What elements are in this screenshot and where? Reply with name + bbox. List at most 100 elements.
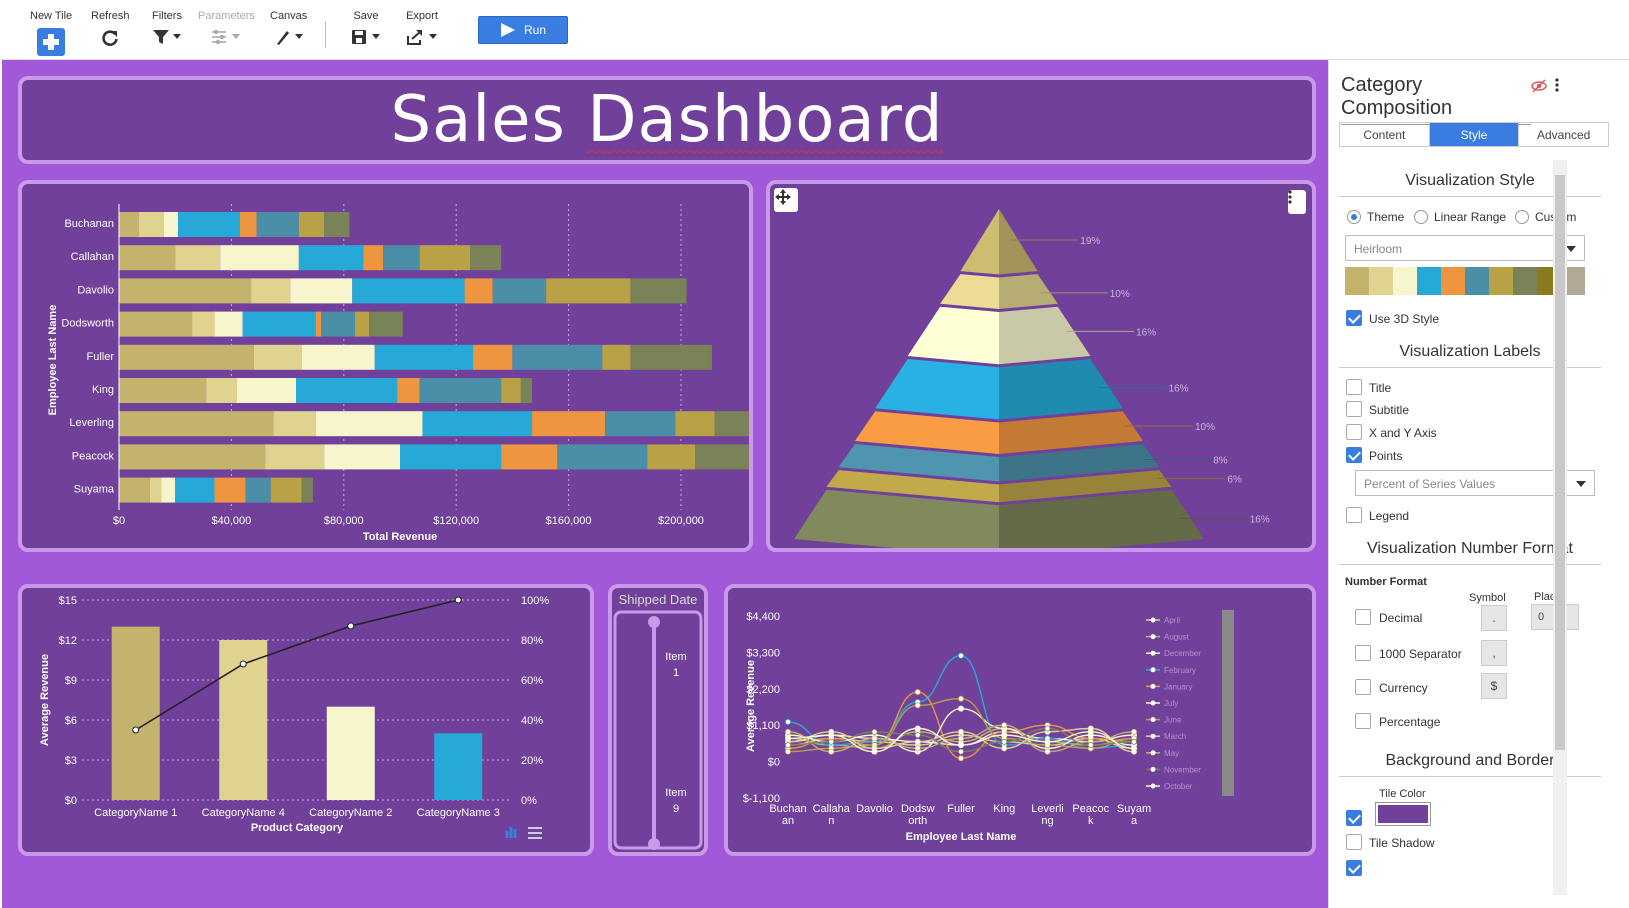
palette-swatch bbox=[1417, 267, 1441, 295]
pyramid-tier-left bbox=[854, 411, 999, 454]
bar-segment bbox=[301, 344, 375, 370]
pyramid-data-label: 16% bbox=[1136, 327, 1156, 338]
y-tick-label: $12 bbox=[59, 635, 77, 647]
hidden-eye-icon[interactable] bbox=[1531, 78, 1547, 94]
radio-linear-range[interactable] bbox=[1414, 210, 1428, 224]
chart-type-icon bbox=[505, 827, 517, 838]
bar-segment bbox=[119, 477, 150, 503]
radio-custom[interactable] bbox=[1515, 210, 1529, 224]
revenue-by-employee-tile[interactable]: $0 $40,000 $80,000 $120,000 $160,000 $200,000… bbox=[18, 180, 753, 552]
bar-segment bbox=[242, 311, 316, 337]
theme-select[interactable]: Heirloom bbox=[1345, 235, 1585, 261]
xy-axis-checkbox[interactable] bbox=[1346, 424, 1362, 440]
points-checkbox[interactable] bbox=[1346, 447, 1362, 463]
symbol-label: Symbol bbox=[1469, 592, 1506, 604]
decimal-checkbox[interactable] bbox=[1355, 609, 1371, 625]
x-tick-label: $160,000 bbox=[546, 515, 592, 527]
bar-segment bbox=[520, 378, 533, 403]
export-button[interactable]: Export bbox=[405, 10, 439, 46]
shipped-date-filter-tile[interactable]: Shipped Date Item 1 Item 9 bbox=[608, 584, 708, 856]
avg-revenue-by-category-tile[interactable]: $0 $3 $6 $9 $12 $15 0% 20% 40% 60% 80% 100% Category… bbox=[18, 584, 594, 856]
series-point bbox=[828, 748, 835, 755]
canvas-button[interactable]: Canvas bbox=[270, 10, 307, 46]
tile-menu-button[interactable] bbox=[1288, 190, 1306, 214]
bar-segment bbox=[270, 477, 302, 503]
title-checkbox[interactable] bbox=[1346, 379, 1362, 395]
use-3d-checkbox[interactable] bbox=[1346, 310, 1362, 326]
legend-label: October bbox=[1164, 782, 1193, 791]
bar-segment bbox=[546, 278, 631, 304]
y-axis-title: Average Revenue bbox=[745, 660, 757, 752]
slider-top-label-1: Item bbox=[665, 651, 686, 663]
x-tick-label-2: n bbox=[828, 815, 834, 827]
move-handle[interactable] bbox=[774, 188, 798, 212]
run-button[interactable]: Run bbox=[478, 16, 568, 44]
radio-theme[interactable] bbox=[1347, 210, 1361, 224]
visualization-style-heading: Visualization Style bbox=[1339, 172, 1601, 197]
legend-label: May bbox=[1164, 749, 1179, 758]
panel-tabs: Content Style Advanced bbox=[1339, 122, 1609, 147]
percentage-checkbox[interactable] bbox=[1355, 713, 1371, 729]
pyramid-tier-left bbox=[907, 306, 999, 365]
new-tile-button[interactable]: New Tile bbox=[30, 10, 72, 58]
bar-segment bbox=[473, 344, 513, 370]
x-tick-label: $40,000 bbox=[212, 515, 252, 527]
bar-segment bbox=[557, 444, 648, 470]
title-tile[interactable]: Sales Dashboard bbox=[18, 76, 1316, 164]
refresh-button[interactable]: Refresh bbox=[91, 10, 130, 48]
x-tick-label: $120,000 bbox=[433, 515, 479, 527]
panel-menu-icon[interactable] bbox=[1555, 78, 1559, 92]
filters-button[interactable]: Filters bbox=[151, 10, 183, 46]
bar-segment bbox=[175, 477, 215, 503]
properties-panel: Category Composition Content Style Advan… bbox=[1328, 60, 1629, 908]
tab-style[interactable]: Style bbox=[1429, 123, 1520, 146]
bar-segment bbox=[605, 411, 676, 437]
x-tick-label-2: orth bbox=[908, 815, 927, 827]
parameters-button[interactable]: Parameters bbox=[198, 10, 255, 46]
pyramid-data-label: 10% bbox=[1195, 422, 1215, 433]
pyramid-tier-right bbox=[999, 209, 1038, 275]
percentage-label: Percentage bbox=[1379, 715, 1441, 729]
currency-label: Currency bbox=[1379, 681, 1428, 695]
currency-symbol[interactable]: $ bbox=[1481, 673, 1507, 699]
legend-marker bbox=[1150, 650, 1156, 656]
bar-segment bbox=[630, 278, 687, 304]
decimal-symbol[interactable]: . bbox=[1481, 605, 1507, 631]
bar-segment bbox=[265, 444, 325, 470]
tab-content[interactable]: Content bbox=[1340, 123, 1430, 146]
bar-segment bbox=[532, 411, 606, 437]
pyramid-tier-right bbox=[999, 411, 1144, 454]
bar-segment bbox=[138, 212, 164, 237]
thousand-separator-checkbox[interactable] bbox=[1355, 645, 1371, 661]
slider-handle-start[interactable] bbox=[648, 616, 660, 628]
save-icon bbox=[352, 30, 380, 44]
panel-title[interactable]: Category Composition bbox=[1341, 74, 1531, 125]
slider-handle-end[interactable] bbox=[648, 838, 660, 850]
legend-checkbox[interactable] bbox=[1346, 507, 1362, 523]
panel-scrollbar-thumb[interactable] bbox=[1555, 175, 1565, 750]
y-tick-label: Peacock bbox=[72, 450, 115, 462]
tile-color-checkbox[interactable] bbox=[1346, 810, 1362, 826]
bar-segment bbox=[512, 344, 603, 370]
x-axis-title: Total Revenue bbox=[363, 531, 437, 543]
x-tick-label-2: k bbox=[1088, 815, 1094, 827]
y-tick-label: $3 bbox=[65, 755, 77, 767]
tile-shadow-checkbox[interactable] bbox=[1346, 834, 1362, 850]
tab-advanced[interactable]: Advanced bbox=[1536, 127, 1591, 142]
separator-symbol[interactable]: , bbox=[1481, 640, 1507, 666]
pyramid-tier-right bbox=[999, 359, 1123, 420]
currency-checkbox[interactable] bbox=[1355, 679, 1371, 695]
dashboard-canvas[interactable]: Sales Dashboard $0 $40,000 $80,000 $120,000… bbox=[2, 60, 1328, 908]
subtitle-checkbox[interactable] bbox=[1346, 401, 1362, 417]
y-tick-label: Fuller bbox=[86, 351, 114, 363]
uniform-border-checkbox[interactable] bbox=[1346, 860, 1362, 876]
save-button[interactable]: Save bbox=[350, 10, 382, 46]
series-point bbox=[914, 745, 921, 752]
palette-swatch bbox=[1345, 267, 1369, 295]
tile-color-picker[interactable] bbox=[1375, 802, 1431, 826]
new-tile-label: New Tile bbox=[30, 10, 73, 22]
category-composition-tile[interactable]: 19% 10% 16% 16% 10% 8% 6% 16% bbox=[766, 180, 1316, 552]
bar-segment bbox=[251, 278, 291, 304]
tile-shadow-label: Tile Shadow bbox=[1369, 836, 1435, 850]
monthly-revenue-line-tile[interactable]: $-1,100 $0 $1,100 $2,200 $3,300 $4,400 Buchan a… bbox=[724, 584, 1316, 856]
